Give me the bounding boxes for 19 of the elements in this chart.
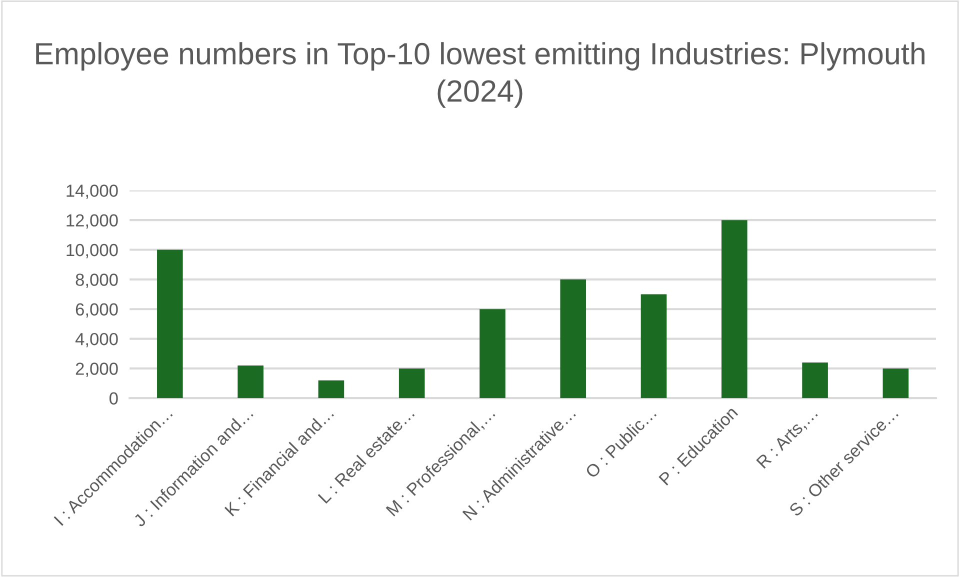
y-tick-label: 4,000	[75, 332, 118, 348]
bar	[802, 362, 828, 398]
y-tick-label: 0	[110, 392, 118, 405]
bar	[238, 365, 264, 398]
bar	[398, 368, 425, 398]
bar	[722, 220, 748, 398]
bar	[480, 309, 506, 398]
y-tick-label: 10,000	[66, 244, 118, 258]
y-tick-label: 6,000	[76, 303, 118, 318]
y-tick-label: 14,000	[66, 184, 118, 199]
y-tick-label: 8,000	[76, 274, 118, 288]
bar	[882, 368, 909, 398]
chart-title: Employee numbers in Top-10 lowest emitting Industries: Plymouth (2024)	[36, 42, 924, 108]
bar	[560, 279, 586, 398]
bar	[318, 380, 344, 398]
bar	[157, 250, 183, 398]
y-tick-label: 12,000	[66, 214, 118, 229]
bar	[640, 294, 667, 398]
y-tick-label: 2,000	[76, 362, 118, 377]
